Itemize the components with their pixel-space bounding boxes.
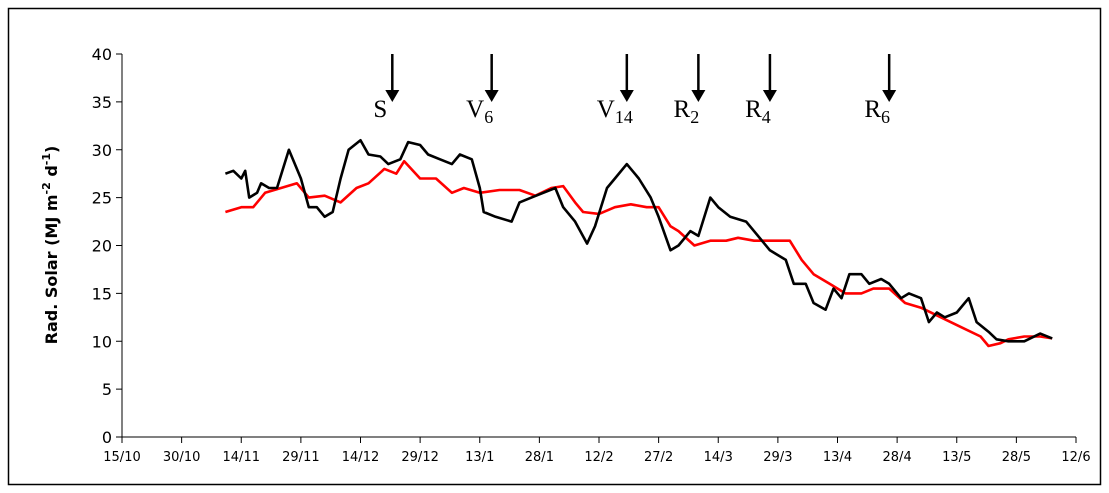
y-tick-label: 10: [92, 332, 112, 351]
chart-border: [7, 7, 1102, 486]
x-tick-label: 28/4: [883, 450, 912, 465]
y-label-text: Rad. Solar (MJ m: [42, 194, 61, 344]
annotation-arrowhead: [691, 90, 706, 102]
annotation-sub: 6: [881, 107, 890, 127]
annotation-text: R: [674, 96, 691, 123]
annotation-label: V14: [597, 96, 633, 127]
annotation-arrowhead: [484, 90, 499, 102]
x-tick-label: 29/3: [763, 450, 792, 465]
annotation-arrowhead: [619, 90, 634, 102]
y-tick-label: 5: [102, 380, 112, 399]
x-tick-label: 14/12: [342, 450, 379, 465]
y-tick-label: 40: [92, 45, 112, 64]
annotation-text: S: [373, 96, 387, 123]
annotation-sub: 2: [690, 107, 699, 127]
x-tick-label: 27/2: [644, 450, 673, 465]
data-line: [225, 159, 1053, 348]
y-tick-label: 25: [92, 189, 112, 208]
annotation-text: R: [864, 96, 881, 123]
x-tick-label: 28/5: [1002, 450, 1031, 465]
annotation-text: R: [745, 96, 762, 123]
y-tick-label: 0: [102, 428, 112, 447]
x-tick-label: 15/10: [103, 450, 140, 465]
x-tick-label: 29/12: [401, 450, 438, 465]
annotation-label: R4: [745, 96, 771, 127]
y-label-text: ): [42, 146, 61, 153]
annotation-sub: 4: [762, 107, 771, 127]
x-tick-label: 30/10: [163, 450, 200, 465]
y-tick-label: 35: [92, 93, 112, 112]
x-tick-label: 13/5: [942, 450, 971, 465]
annotation-arrowhead: [882, 90, 897, 102]
annotation-text: V: [466, 96, 484, 123]
y-label-sup: -1: [40, 153, 53, 165]
x-tick-label: 14/3: [704, 450, 733, 465]
annotation-label: R2: [674, 96, 700, 127]
y-axis-label: Rad. Solar (MJ m-2 d-1): [40, 146, 61, 345]
annotation-label: V6: [466, 96, 493, 127]
y-tick-label: 15: [92, 284, 112, 303]
data-line: [224, 138, 1053, 343]
y-tick-label: 30: [92, 141, 112, 160]
x-tick-label: 12/2: [584, 450, 613, 465]
annotation-text: V: [597, 96, 615, 123]
y-label-sup: -2: [40, 182, 53, 194]
y-label-text: d: [42, 165, 61, 182]
x-tick-label: 12/6: [1061, 450, 1090, 465]
annotation-arrowhead: [762, 90, 777, 102]
y-tick-label: 20: [92, 237, 112, 256]
annotation-arrowhead: [385, 90, 400, 102]
annotation-sub: 14: [615, 107, 633, 127]
x-tick-label: 28/1: [525, 450, 554, 465]
x-tick-label: 14/11: [223, 450, 260, 465]
x-tick-label: 13/1: [465, 450, 494, 465]
x-tick-label: 13/4: [823, 450, 852, 465]
annotation-label: S: [373, 96, 387, 123]
x-tick-label: 29/11: [282, 450, 319, 465]
annotation-sub: 6: [484, 107, 493, 127]
annotation-label: R6: [864, 96, 890, 127]
